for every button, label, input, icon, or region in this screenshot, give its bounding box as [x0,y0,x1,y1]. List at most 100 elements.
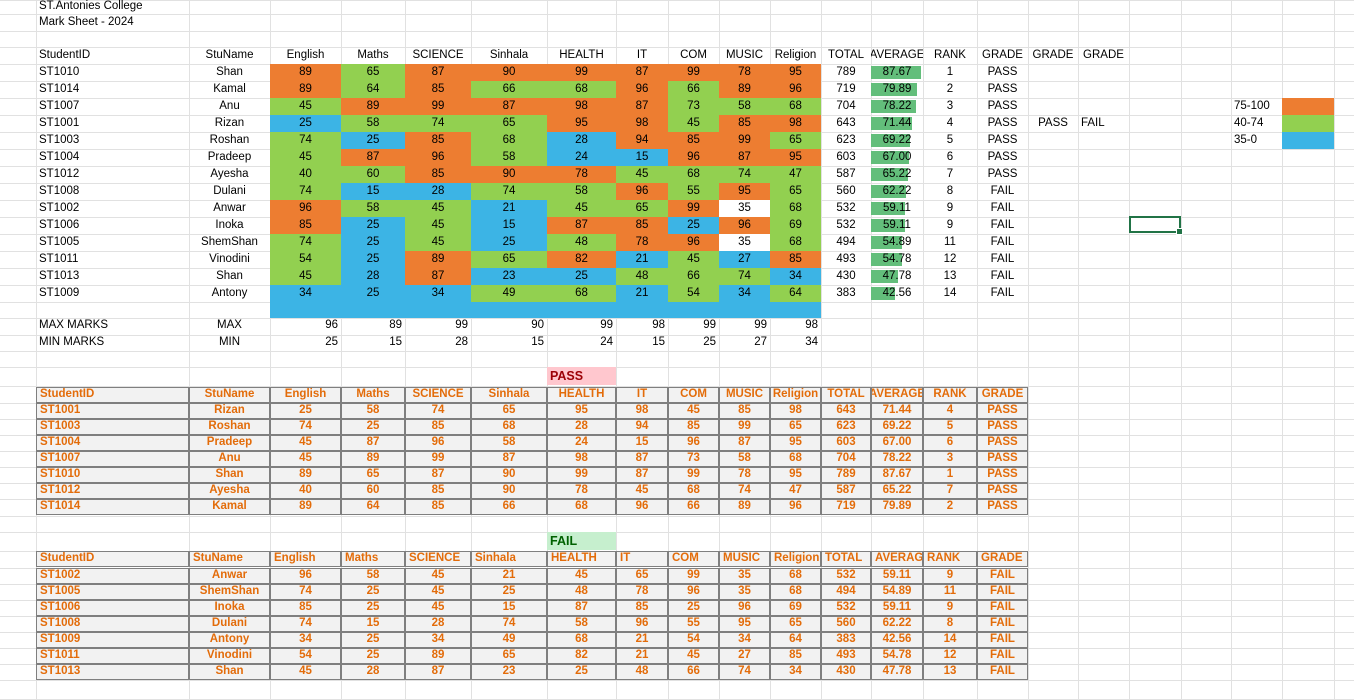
fail-table-cell[interactable]: 45 [668,648,719,664]
fail-table-cell[interactable]: 28 [405,616,471,632]
min-row-value[interactable]: 25 [325,336,338,349]
fail-table-cell[interactable]: 493 [821,648,871,664]
header-grade[interactable]: GRADE [982,48,1023,61]
pass-table-cell[interactable]: 95 [770,435,821,451]
cell-com[interactable]: 85 [668,132,719,149]
max-row-value[interactable]: 98 [805,319,818,332]
fail-table-header-science[interactable]: SCIENCE [405,551,471,567]
pass-table-cell[interactable]: 65 [341,467,405,483]
pass-table-cell[interactable]: 96 [405,435,471,451]
pass-table-header-grade[interactable]: GRADE [977,387,1028,403]
cell-english[interactable]: 25 [270,115,341,132]
fail-table-cell[interactable]: 47.78 [871,664,923,680]
cell-health[interactable]: 99 [547,64,616,81]
pass-table-cell[interactable]: 25 [341,419,405,435]
cell-health[interactable]: 95 [547,115,616,132]
cell-science[interactable]: 85 [405,166,471,183]
cell-stuname[interactable]: Pradeep [207,150,252,163]
fail-table-header-rank[interactable]: RANK [923,551,977,567]
cell-sinhala[interactable]: 21 [471,200,547,217]
legend-swatch[interactable] [1282,132,1334,149]
cell-it[interactable]: 45 [616,166,668,183]
cell-sinhala[interactable]: 65 [471,115,547,132]
fail-table-cell[interactable]: 62.22 [871,616,923,632]
cell-english[interactable]: 34 [270,285,341,302]
cell-sinhala[interactable]: 65 [471,251,547,268]
pass-table-cell[interactable]: Anu [189,451,270,467]
fail-table-cell[interactable]: ST1006 [36,600,189,616]
pass-table-cell[interactable]: 66 [668,499,719,515]
pass-table-cell[interactable]: Kamal [189,499,270,515]
fail-table-cell[interactable]: 54 [668,632,719,648]
cell-science[interactable]: 45 [405,200,471,217]
pass-table-cell[interactable]: 65 [770,419,821,435]
cell-grade[interactable]: PASS [987,150,1018,163]
pass-table-cell[interactable]: 67.00 [871,435,923,451]
cell-health[interactable]: 82 [547,251,616,268]
min-row-value[interactable]: 25 [703,336,716,349]
cell-science[interactable]: 45 [405,234,471,251]
fail-table-cell[interactable]: ST1008 [36,616,189,632]
fail-table-cell[interactable]: 54 [270,648,341,664]
cell-stuname[interactable]: Roshan [209,133,250,146]
pass-table-cell[interactable]: 78 [547,483,616,499]
fail-table-cell[interactable]: 14 [923,632,977,648]
cell-studentid[interactable]: ST1014 [39,82,80,95]
cell-religion[interactable]: 95 [770,149,821,166]
pass-table-cell[interactable]: 65.22 [871,483,923,499]
pass-table-cell[interactable]: 87 [471,451,547,467]
pass-table-header-com[interactable]: COM [668,387,719,403]
fail-table-cell[interactable]: 59.11 [871,568,923,584]
cell-religion[interactable]: 85 [770,251,821,268]
cell-stuname[interactable]: Rizan [214,116,245,129]
pass-table-cell[interactable]: ST1014 [36,499,189,515]
pass-table-cell[interactable]: PASS [977,483,1028,499]
fail-table-cell[interactable]: 34 [270,632,341,648]
cell-studentid[interactable]: ST1013 [39,269,80,282]
cell-maths[interactable]: 25 [341,132,405,149]
cell-it[interactable]: 15 [616,149,668,166]
fail-table-cell[interactable]: 532 [821,568,871,584]
pass-table-cell[interactable]: 99 [719,419,770,435]
fail-table-header-grade[interactable]: GRADE [977,551,1028,567]
pass-table-cell[interactable]: PASS [977,467,1028,483]
fail-table-cell[interactable]: 87 [547,600,616,616]
cell-total[interactable]: 789 [836,65,856,78]
fail-table-cell[interactable]: 48 [616,664,668,680]
cell-religion[interactable]: 47 [770,166,821,183]
fail-table-header-stuname[interactable]: StuName [189,551,270,567]
cell-rank[interactable]: 1 [946,65,954,78]
pass-table-cell[interactable]: 2 [923,499,977,515]
fail-table-cell[interactable]: 96 [668,584,719,600]
fail-table-cell[interactable]: ShemShan [189,584,270,600]
fail-table-header-sinhala[interactable]: Sinhala [471,551,547,567]
cell-studentid[interactable]: ST1003 [39,133,80,146]
cell-maths[interactable]: 58 [341,200,405,217]
cell-sinhala[interactable]: 25 [471,234,547,251]
fail-table-cell[interactable]: FAIL [977,632,1028,648]
cell-total[interactable]: 704 [836,99,856,112]
cell-total[interactable]: 560 [836,184,856,197]
cell-english[interactable]: 45 [270,268,341,285]
cell-rank[interactable]: 2 [946,82,954,95]
cell-com[interactable]: 99 [668,64,719,81]
cell-music[interactable]: 74 [719,268,770,285]
cell-average[interactable]: 79.89 [871,81,923,98]
pass-table-cell[interactable]: 719 [821,499,871,515]
header-com[interactable]: COM [680,48,707,61]
pass-table-cell[interactable]: 90 [471,483,547,499]
fail-table-cell[interactable]: 65 [770,616,821,632]
cell-average[interactable]: 78.22 [871,98,923,115]
cell-health[interactable]: 58 [547,183,616,200]
pass-table-cell[interactable]: ST1003 [36,419,189,435]
cell-grade[interactable]: PASS [987,116,1018,129]
legend-label[interactable]: 75-100 [1234,99,1270,112]
cell-com[interactable]: 66 [668,268,719,285]
fail-table-cell[interactable]: 66 [668,664,719,680]
cell-stuname[interactable]: Anu [219,99,240,112]
pass-table-cell[interactable]: 6 [923,435,977,451]
fail-table-header-english[interactable]: English [270,551,341,567]
fail-table-cell[interactable]: Anwar [189,568,270,584]
fail-table-cell[interactable]: ST1005 [36,584,189,600]
fail-table-cell[interactable]: FAIL [977,616,1028,632]
